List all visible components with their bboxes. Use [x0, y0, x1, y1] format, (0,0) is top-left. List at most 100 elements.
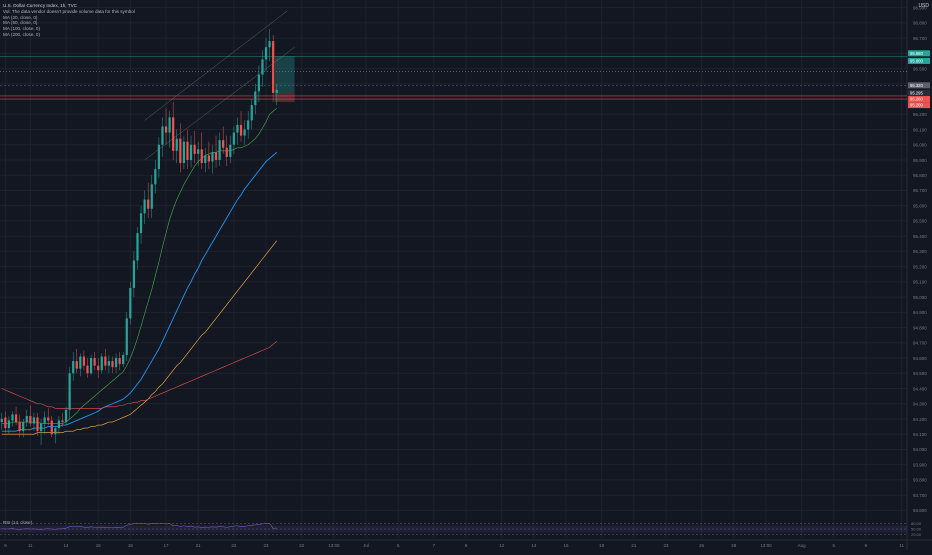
y-tick-label: 95.300: [913, 249, 927, 254]
candle-body: [118, 358, 121, 365]
candle-body: [25, 415, 28, 423]
candle-body: [275, 89, 278, 93]
x-tick-label: 7: [433, 543, 436, 548]
y-tick-label: 96.000: [913, 143, 927, 148]
candle-body: [179, 138, 182, 164]
x-tick-label: 11: [899, 543, 904, 548]
rsi-scale-label: 80.00: [911, 521, 922, 526]
x-tick-label: 15: [96, 543, 102, 548]
x-tick-label: 21: [196, 543, 202, 548]
currency-label[interactable]: USD: [918, 3, 929, 9]
candle-body: [86, 365, 89, 374]
rsi-scale-label: 50.00: [911, 527, 922, 532]
ma50-line: [1, 152, 278, 432]
price-tag-lower-red-2: [908, 102, 930, 109]
candle-body: [61, 420, 64, 423]
candle-body: [72, 361, 75, 374]
candle-body: [272, 41, 275, 93]
y-tick-label: 94.800: [913, 325, 927, 330]
x-tick-label: 9: [4, 543, 7, 548]
rsi-line: [1, 522, 277, 530]
candle-body: [182, 141, 186, 164]
candle-body: [229, 144, 232, 157]
candle-body: [225, 147, 228, 157]
x-tick-label: 16: [128, 543, 134, 548]
candle-body: [193, 144, 196, 154]
candle-body: [93, 358, 96, 366]
y-tick-label: 94.200: [913, 417, 927, 422]
price-tag-text: 95.295: [910, 91, 923, 96]
x-tick-label: 14: [531, 543, 537, 548]
candle-body: [136, 233, 139, 261]
y-tick-label: 95.800: [913, 173, 927, 178]
candle-body: [186, 141, 189, 160]
x-tick-label: 13:00: [328, 543, 340, 548]
x-tick-label: 22: [231, 543, 237, 548]
x-tick-label: 23: [663, 543, 669, 548]
y-tick-label: 95.900: [913, 158, 927, 163]
candle-body: [264, 47, 268, 60]
candle-body: [200, 149, 203, 164]
x-tick-label: 26: [699, 543, 705, 548]
chart-legend: U.S. Dollar Currency Index, 1h, TVC Vol:…: [3, 3, 135, 38]
ma100-legend[interactable]: MA (100, close, 0): [3, 26, 41, 32]
candle-body: [57, 420, 61, 429]
volume-note: Vol: The data vendor doesn't provide vol…: [3, 8, 135, 14]
candle-body: [243, 129, 246, 136]
candle-body: [18, 422, 21, 432]
x-tick-label: 21: [631, 543, 637, 548]
candle-body: [111, 361, 114, 368]
x-tick-label: 11: [28, 543, 33, 548]
candle-body: [64, 409, 68, 423]
y-tick-label: 95.200: [913, 264, 927, 269]
y-tick-label: 95.500: [913, 219, 927, 224]
price-tag-lower-red: [908, 96, 930, 103]
candle-body: [47, 417, 50, 421]
candle-body: [114, 358, 118, 368]
y-tick-label: 93.800: [913, 478, 927, 483]
candle-body: [50, 420, 53, 435]
x-tick-label: 16: [563, 543, 569, 548]
y-tick-label: 94.600: [913, 356, 927, 361]
y-tick-label: 94.400: [913, 386, 927, 391]
candle-body: [104, 356, 107, 366]
candle-body: [4, 417, 7, 429]
y-tick-label: 93.600: [913, 508, 927, 513]
candle-body: [29, 415, 32, 424]
candle-body: [232, 132, 235, 145]
candle-body: [139, 213, 143, 234]
y-tick-label: 95.600: [913, 203, 927, 208]
y-tick-label: 96.500: [913, 66, 927, 71]
ma20-legend[interactable]: MA (20, close, 0): [3, 14, 38, 20]
candle-body: [175, 138, 178, 151]
price-tag-text: 95.680: [910, 51, 923, 56]
candle-body: [236, 124, 239, 133]
x-tick-label: 13:00: [760, 543, 772, 548]
candle-body: [97, 365, 100, 371]
x-tick-label: 9: [865, 543, 868, 548]
candle-body: [247, 120, 250, 130]
price-tag-upper-green-2: [908, 57, 930, 64]
y-tick-label: 95.700: [913, 188, 927, 193]
y-tick-label: 96.100: [913, 127, 927, 132]
candle-body: [75, 361, 78, 369]
y-tick-label: 94.700: [913, 341, 927, 346]
candle-body: [100, 356, 103, 371]
x-tick-label: 9: [465, 543, 468, 548]
candle-body: [39, 423, 43, 432]
candle-body: [129, 287, 132, 319]
loss-zone: [274, 92, 295, 103]
candle-body: [254, 91, 257, 106]
candle-body: [204, 155, 207, 164]
x-tick-label: 12: [499, 543, 505, 548]
y-tick-label: 96.900: [913, 5, 927, 10]
symbol-title[interactable]: U.S. Dollar Currency Index, 1h, TVC: [3, 3, 77, 8]
rsi-scale-label: 20.00: [911, 532, 922, 537]
x-tick-label: 14: [64, 543, 70, 548]
price-tag-text: 95.600: [910, 59, 923, 64]
ma200-legend[interactable]: MA (200, close, 0): [3, 31, 41, 37]
ma50-legend[interactable]: MA (50, close, 0): [3, 20, 38, 26]
candle-body: [82, 356, 86, 366]
